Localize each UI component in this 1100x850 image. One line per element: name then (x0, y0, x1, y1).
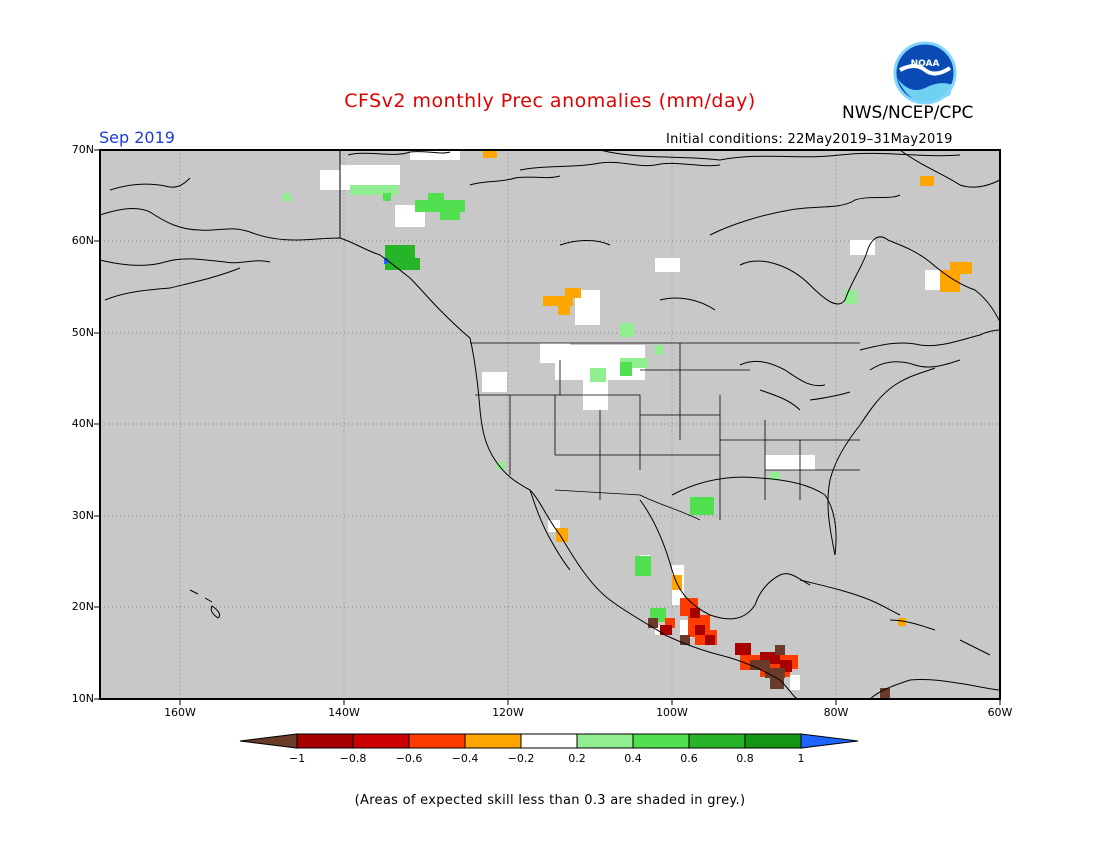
lat-label-60n: 60N (71, 234, 94, 247)
colorbar-label: 1 (797, 752, 805, 765)
colorbar-label: 0.4 (624, 752, 642, 765)
lon-label-140w: 140W (328, 706, 360, 719)
anomaly-cells (283, 150, 972, 698)
colorbar-label: −0.6 (395, 752, 423, 765)
colorbar-swatch-6 (576, 733, 634, 749)
colorbar-swatch-1 (296, 733, 354, 749)
colorbar-swatch-7 (632, 733, 690, 749)
colorbar-swatch-5 (520, 733, 578, 749)
lat-label-30n: 30N (71, 509, 94, 522)
colorbar-swatch-3 (408, 733, 466, 749)
colorbar-label: −0.4 (451, 752, 479, 765)
colorbar-label: 0.8 (736, 752, 754, 765)
lat-label-10n: 10N (71, 692, 94, 705)
colorbar-swatch-lt-neg1 (239, 733, 298, 749)
noaa-logo: NOAA (880, 40, 1020, 120)
lon-label-120w: 120W (492, 706, 524, 719)
lon-label-100w: 100W (656, 706, 688, 719)
target-month-label: Sep 2019 (99, 128, 175, 147)
skill-footnote: (Areas of expected skill less than 0.3 a… (354, 793, 746, 808)
lat-label-40n: 40N (71, 417, 94, 430)
colorbar-label: −0.2 (507, 752, 535, 765)
lon-label-80w: 80W (823, 706, 849, 719)
colorbar-label: −1 (288, 752, 306, 765)
colorbar-swatch-2 (352, 733, 410, 749)
colorbar-swatch-gt-1 (800, 733, 859, 749)
lat-label-20n: 20N (71, 600, 94, 613)
lat-label-70n: 70N (71, 143, 94, 156)
colorbar (239, 733, 859, 749)
coastlines (99, 149, 1001, 700)
colorbar-label: 0.2 (568, 752, 586, 765)
axis-ticks (94, 149, 1001, 705)
lat-label-50n: 50N (71, 326, 94, 339)
colorbar-swatch-9 (744, 733, 802, 749)
colorbar-label: 0.6 (680, 752, 698, 765)
borders (470, 342, 860, 521)
colorbar-swatch-4 (464, 733, 522, 749)
organization-label: NWS/NCEP/CPC (842, 103, 974, 123)
lon-label-160w: 160W (164, 706, 196, 719)
chart-title: CFSv2 monthly Prec anomalies (mm/day) (344, 90, 756, 112)
svg-text:NOAA: NOAA (911, 59, 940, 69)
colorbar-swatch-8 (688, 733, 746, 749)
initial-conditions-label: Initial conditions: 22May2019–31May2019 (666, 132, 953, 147)
lon-label-60w: 60W (987, 706, 1013, 719)
colorbar-label: −0.8 (339, 752, 367, 765)
